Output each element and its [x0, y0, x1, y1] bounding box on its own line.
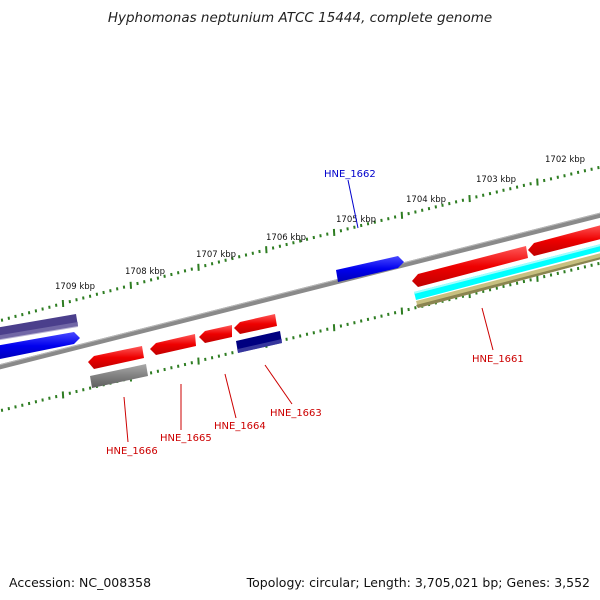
callout-line-hne-1662 [347, 179, 359, 229]
gene-feature-slate-left[interactable] [0, 314, 78, 341]
ruler-label-1706: 1706 kbp [266, 233, 306, 243]
topology-label: Topology: circular; [246, 575, 360, 590]
gene-feature-khaki-right[interactable] [416, 252, 600, 308]
callout-line-hne-1666 [123, 396, 129, 443]
gene-label-hne-1661[interactable]: HNE_1661 [472, 354, 524, 365]
gene-label-hne-1664[interactable]: HNE_1664 [214, 421, 266, 432]
ruler-label-1707: 1707 kbp [196, 250, 236, 260]
ruler-label-1709: 1709 kbp [55, 282, 95, 292]
callout-line-hne-1661 [481, 307, 494, 351]
genome-backbone-highlight [0, 212, 600, 366]
callout-line-hne-1664 [224, 373, 237, 419]
gene-feature-hne-1662[interactable] [336, 256, 404, 282]
gene-feature-hne-1663[interactable] [234, 314, 277, 334]
map-title: Hyphomonas neptunium ATCC 15444, complet… [107, 10, 493, 26]
gene-feature-hne-1664[interactable] [199, 325, 232, 343]
gene-feature-red-right[interactable] [528, 224, 600, 256]
inner-ruler [0, 261, 600, 412]
genome-summary: Topology: circular; Length: 3,705,021 bp… [247, 575, 590, 590]
gene-feature-blue-left[interactable] [0, 332, 80, 360]
gene-label-hne-1666[interactable]: HNE_1666 [106, 446, 158, 457]
genome-backbone [0, 212, 600, 370]
ruler-label-1708: 1708 kbp [125, 267, 165, 277]
gene-label-hne-1663[interactable]: HNE_1663 [270, 408, 322, 419]
gene-feature-hne-1661[interactable] [412, 246, 528, 287]
gene-feature-hne-1666[interactable] [88, 346, 144, 369]
gene-feature-hne-1663-navy[interactable] [236, 331, 282, 353]
gene-feature-hne-1665[interactable] [150, 334, 196, 355]
ruler-label-1703: 1703 kbp [476, 175, 516, 185]
accession-label: Accession: NC_008358 [9, 575, 152, 590]
gene-label-hne-1665[interactable]: HNE_1665 [160, 433, 212, 444]
ruler-label-1702: 1702 kbp [545, 155, 585, 165]
outer-ruler [0, 165, 600, 322]
ruler-label-1704: 1704 kbp [406, 195, 446, 205]
gene-label-hne-1662[interactable]: HNE_1662 [324, 169, 376, 180]
callout-line-hne-1663 [264, 364, 293, 405]
length-label: Length: 3,705,021 bp; [363, 575, 503, 590]
gene-feature-hne-1666-gray[interactable] [90, 364, 148, 388]
gene-feature-cyan-right[interactable] [414, 243, 600, 300]
gene-count-label: Genes: 3,552 [506, 575, 590, 590]
